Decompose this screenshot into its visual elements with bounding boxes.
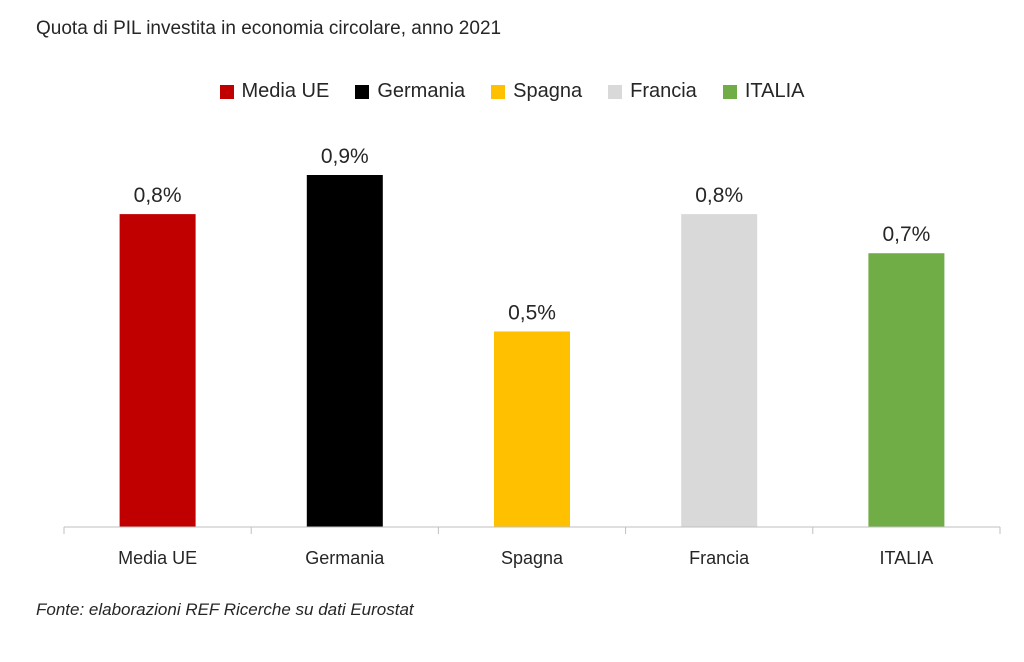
data-label: 0,5% — [508, 301, 556, 324]
data-label: 0,7% — [882, 223, 930, 246]
data-label: 0,9% — [321, 145, 369, 168]
legend-label: Media UE — [241, 80, 330, 102]
legend-label: Francia — [630, 80, 697, 102]
bar — [494, 331, 570, 527]
legend-item: Spagna — [491, 80, 582, 103]
chart-legend: Media UE Germania Spagna Francia ITALIA — [0, 80, 1024, 103]
data-label: 0,8% — [134, 184, 182, 207]
legend-label: Germania — [377, 80, 466, 102]
chart-title: Quota di PIL investita in economia circo… — [36, 18, 502, 39]
legend-swatch — [722, 84, 737, 99]
x-tick-label: Spagna — [501, 548, 564, 568]
x-tick-label: Media UE — [118, 548, 197, 568]
bar — [868, 253, 945, 527]
source-note: Fonte: elaborazioni REF Ricerche su dati… — [36, 600, 414, 619]
x-tick-label: Germania — [305, 548, 385, 568]
x-tick-label: ITALIA — [880, 548, 934, 568]
legend-item: Germania — [355, 80, 465, 103]
bar-chart: 0,8% Media UE 0,9% Germania 0,5% Spagna 0,8% Fr… — [63, 145, 1001, 568]
bar — [306, 175, 383, 527]
legend-swatch — [491, 84, 506, 99]
x-tick-label: Francia — [689, 548, 750, 568]
legend-swatch — [355, 84, 370, 99]
data-label: 0,8% — [695, 184, 743, 207]
legend-item: Media UE — [219, 80, 330, 103]
legend-label: Spagna — [513, 80, 583, 102]
bar — [119, 214, 196, 527]
legend-swatch — [608, 84, 623, 99]
legend-item: Francia — [608, 80, 697, 103]
legend-swatch — [219, 84, 234, 99]
legend-label: ITALIA — [744, 80, 805, 102]
bar — [681, 214, 758, 527]
legend-item: ITALIA — [722, 80, 805, 103]
